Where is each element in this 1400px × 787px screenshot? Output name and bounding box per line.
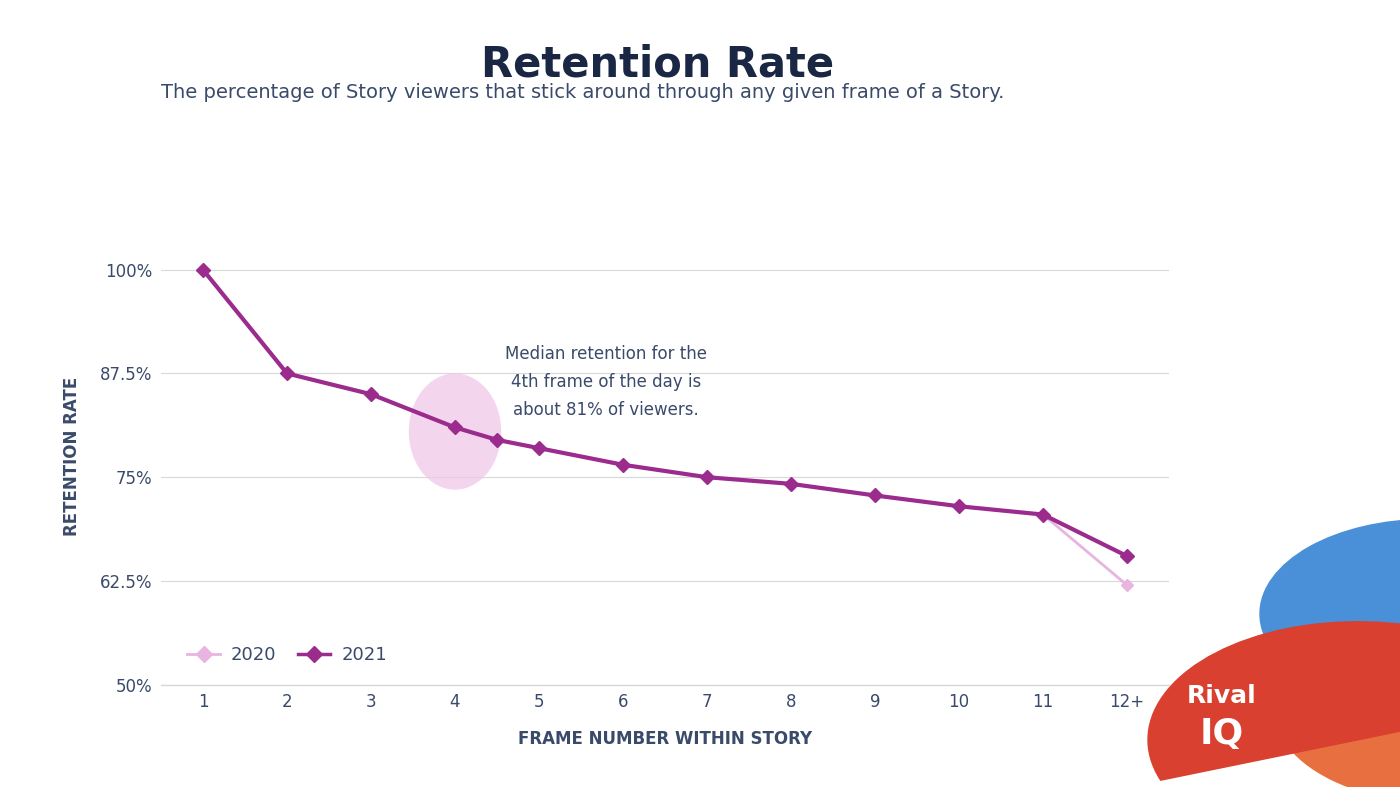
Line: 2020: 2020 (199, 265, 1131, 589)
Y-axis label: RETENTION RATE: RETENTION RATE (63, 377, 81, 536)
2020 (489, 435, 505, 445)
2021 (699, 472, 715, 482)
Circle shape (1260, 519, 1400, 708)
2021 (531, 443, 547, 453)
2020 (867, 491, 883, 501)
2021 (1119, 552, 1135, 561)
X-axis label: FRAME NUMBER WITHIN STORY: FRAME NUMBER WITHIN STORY (518, 730, 812, 748)
Wedge shape (1148, 622, 1400, 780)
2020 (1035, 510, 1051, 519)
Text: The percentage of Story viewers that stick around through any given frame of a S: The percentage of Story viewers that sti… (161, 83, 1004, 102)
Text: Median retention for the
4th frame of the day is
about 81% of viewers.: Median retention for the 4th frame of th… (505, 345, 707, 419)
2021 (489, 435, 505, 445)
2020 (363, 390, 379, 399)
Text: IQ: IQ (1200, 717, 1243, 751)
2021 (195, 265, 211, 275)
2021 (447, 423, 463, 432)
2021 (279, 369, 295, 379)
2020 (1119, 580, 1135, 589)
Legend: 2020, 2021: 2020, 2021 (181, 639, 393, 671)
2020 (615, 460, 631, 470)
2020 (447, 423, 463, 432)
2021 (615, 460, 631, 470)
2021 (951, 501, 967, 511)
Ellipse shape (409, 374, 501, 490)
2021 (783, 479, 799, 489)
Text: Retention Rate: Retention Rate (482, 43, 834, 85)
2020 (783, 479, 799, 489)
2020 (195, 265, 211, 275)
Wedge shape (1274, 615, 1400, 787)
2020 (279, 369, 295, 379)
2021 (867, 491, 883, 501)
2020 (951, 501, 967, 511)
2021 (363, 390, 379, 399)
2020 (699, 472, 715, 482)
Line: 2021: 2021 (199, 265, 1131, 561)
Text: Rival: Rival (1187, 685, 1256, 708)
2021 (1035, 510, 1051, 519)
2020 (531, 443, 547, 453)
